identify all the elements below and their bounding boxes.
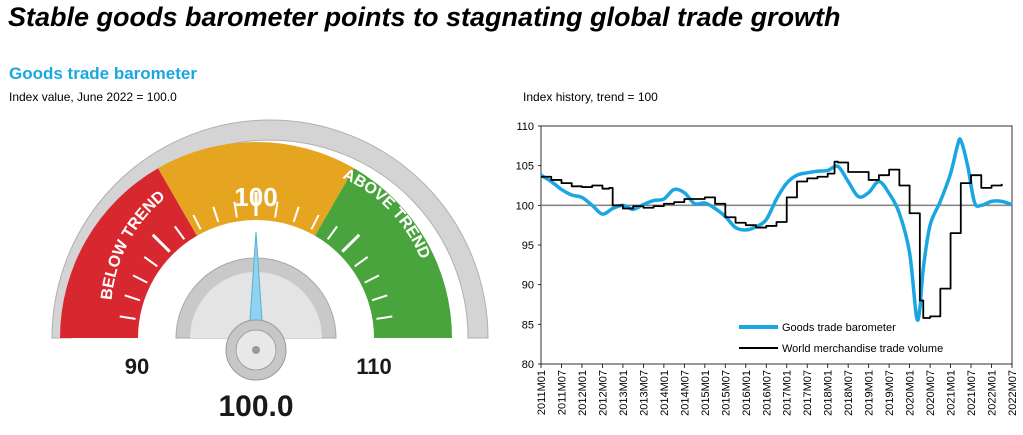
gauge-tick — [119, 315, 136, 320]
x-tick-label: 2018M01 — [823, 370, 835, 416]
x-tick-label: 2021M01 — [946, 370, 958, 416]
y-axis: 80 85 90 95 100 105 110 — [516, 121, 541, 371]
x-tick-label: 2014M07 — [679, 370, 691, 416]
gauge-tick — [371, 294, 388, 302]
x-tick-label: 2020M01 — [905, 370, 917, 416]
y-tick-label: 80 — [522, 359, 534, 371]
gauge-tick — [143, 256, 158, 268]
plot-area — [540, 125, 1013, 365]
x-tick-label: 2021M07 — [966, 370, 978, 416]
gauge-note: Index value, June 2022 = 100.0 — [9, 90, 177, 104]
gauge-segment-below — [60, 168, 197, 338]
gauge-title: Goods trade barometer — [9, 64, 197, 83]
series-line-world-merchandise-trade-volume — [541, 160, 1003, 319]
x-tick-label: 2015M01 — [700, 370, 712, 416]
x-tick-label: 2019M07 — [884, 370, 896, 416]
page-title: Stable goods barometer points to stagnat… — [8, 2, 841, 32]
y-tick-label: 110 — [516, 121, 534, 133]
series-line-goods-trade-barometer — [540, 137, 1013, 322]
legend-label-barometer: Goods trade barometer — [782, 322, 896, 334]
x-tick-label: 2017M07 — [802, 370, 814, 416]
gauge-tick — [132, 274, 148, 284]
gauge-min-label: 90 — [125, 354, 149, 379]
gauge-tick — [233, 201, 238, 218]
y-tick-label: 85 — [522, 319, 534, 331]
x-tick-label: 2019M01 — [864, 370, 876, 416]
x-tick-label: 2012M01 — [577, 370, 589, 416]
gauge-tick — [354, 256, 369, 268]
y-tick-label: 105 — [516, 161, 534, 173]
gauge-tick — [151, 233, 171, 253]
x-tick-label: 2012M07 — [597, 370, 609, 416]
x-axis: 2011M01 2011M07 2012M01 2012M07 2013M01 2013M… — [536, 364, 1019, 416]
x-tick-label: 2013M01 — [618, 370, 630, 416]
y-tick-label: 100 — [516, 200, 534, 212]
y-tick-label: 95 — [522, 240, 534, 252]
series-group — [540, 137, 1013, 322]
gauge-tick — [364, 274, 380, 284]
gauge-tick — [174, 225, 186, 240]
x-tick-label: 2022M07 — [1007, 370, 1019, 416]
x-tick-label: 2013M07 — [638, 370, 650, 416]
gauge-tick — [124, 294, 141, 302]
x-tick-label: 2017M01 — [782, 370, 794, 416]
gauge-tick — [310, 214, 320, 230]
x-tick-label: 2015M07 — [720, 370, 732, 416]
chart-note: Index history, trend = 100 — [523, 90, 658, 104]
legend: Goods trade barometer World merchandise … — [739, 322, 943, 355]
gauge-tick — [274, 201, 279, 218]
x-tick-label: 2011M01 — [536, 370, 548, 415]
x-tick-label: 2020M07 — [925, 370, 937, 416]
y-tick-label: 90 — [522, 280, 534, 292]
x-tick-label: 2018M07 — [843, 370, 855, 416]
gauge-pivot — [252, 346, 260, 354]
gauge-tick — [212, 206, 220, 223]
gauge-tick — [341, 233, 361, 253]
gauge-tick — [376, 315, 393, 320]
gauge-segment-mid — [158, 141, 354, 236]
gauge-tick — [326, 225, 338, 240]
gauge-mid-label: 100 — [234, 182, 277, 212]
gauge-tick — [192, 214, 202, 230]
x-tick-label: 2022M01 — [987, 370, 999, 416]
x-tick-label: 2016M07 — [761, 370, 773, 416]
gauge-value: 100.0 — [218, 390, 293, 423]
x-tick-label: 2014M01 — [659, 370, 671, 416]
gauge-ticks — [119, 192, 393, 320]
gauge-max-label: 110 — [356, 354, 392, 379]
x-tick-label: 2016M01 — [741, 370, 753, 416]
gauge-segment-above — [315, 168, 452, 338]
legend-label-trade-volume: World merchandise trade volume — [782, 343, 943, 355]
gauge-tick — [292, 206, 300, 223]
x-tick-label: 2011M07 — [556, 370, 568, 415]
